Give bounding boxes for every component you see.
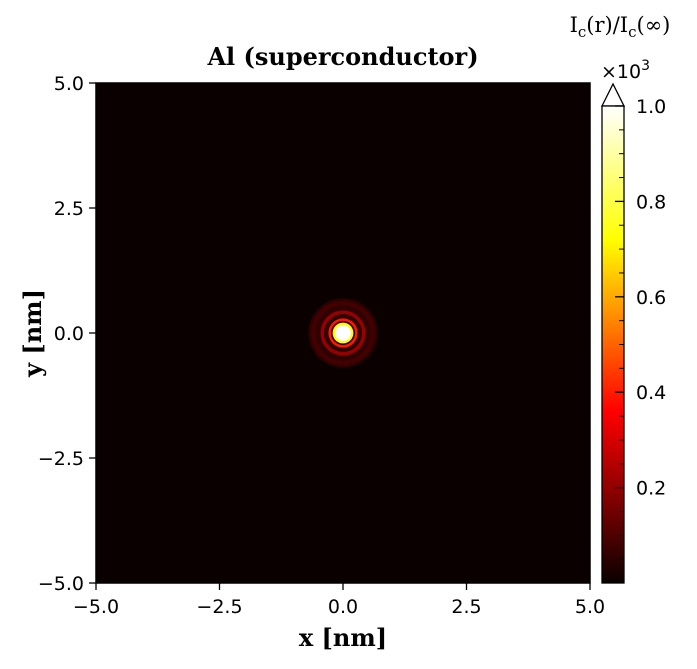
colorbar-scale-base: ×10 bbox=[601, 61, 641, 83]
heatmap-core bbox=[335, 325, 351, 341]
colorbar-tick-label: 0.4 bbox=[636, 382, 666, 404]
plot-area bbox=[95, 82, 591, 584]
colorbar-scale-exponent: 3 bbox=[641, 58, 650, 74]
y-tick-label: 5.0 bbox=[54, 73, 84, 95]
colorbar-tick-label: 1.0 bbox=[636, 96, 666, 118]
colorbar-tick-label: 0.8 bbox=[636, 191, 666, 213]
x-tick-label: 2.5 bbox=[451, 596, 481, 618]
y-axis: −5.0 −2.5 0.0 2.5 5.0 bbox=[38, 73, 96, 595]
chart-title: Al (superconductor) bbox=[206, 42, 478, 71]
y-tick-label: 2.5 bbox=[54, 198, 84, 220]
y-tick-label: −2.5 bbox=[38, 448, 84, 470]
x-tick-label: 5.0 bbox=[575, 596, 605, 618]
y-tick-label: 0.0 bbox=[54, 323, 84, 345]
colorbar-label-sub: c bbox=[578, 23, 586, 41]
heatmap-ring bbox=[320, 310, 366, 356]
x-tick-label: −5.0 bbox=[73, 596, 119, 618]
colorbar-tick-label: 0.2 bbox=[636, 478, 666, 500]
x-tick-label: −2.5 bbox=[196, 596, 242, 618]
heatmap-ring bbox=[311, 301, 375, 365]
x-axis-label: x [nm] bbox=[299, 623, 387, 652]
colorbar-label-sub: c bbox=[628, 23, 636, 41]
colorbar-label-part: (r)/I bbox=[586, 13, 628, 37]
x-axis: −5.0 −2.5 0.0 2.5 5.0 bbox=[73, 583, 605, 618]
colorbar: 0.20.40.60.81.0 ×103 Ic(r)/Ic(∞) bbox=[570, 13, 671, 584]
heatmap-features bbox=[308, 298, 378, 368]
heatmap-ring bbox=[328, 318, 358, 348]
y-axis-label: y [nm] bbox=[18, 289, 47, 378]
colorbar-ticks: 0.2 0.4 0.6 0.8 1.0 bbox=[615, 96, 666, 560]
colorbar-scale-note: ×103 bbox=[601, 58, 650, 83]
colorbar-extend-arrow bbox=[600, 82, 626, 107]
colorbar-label: Ic(r)/Ic(∞) bbox=[570, 13, 671, 41]
colorbar-label-part: (∞) bbox=[637, 13, 671, 37]
colorbar-tick-label: 0.6 bbox=[636, 287, 666, 309]
x-tick-label: 0.0 bbox=[328, 596, 358, 618]
y-tick-label: −5.0 bbox=[38, 573, 84, 595]
colorbar-label-part: I bbox=[570, 13, 578, 37]
